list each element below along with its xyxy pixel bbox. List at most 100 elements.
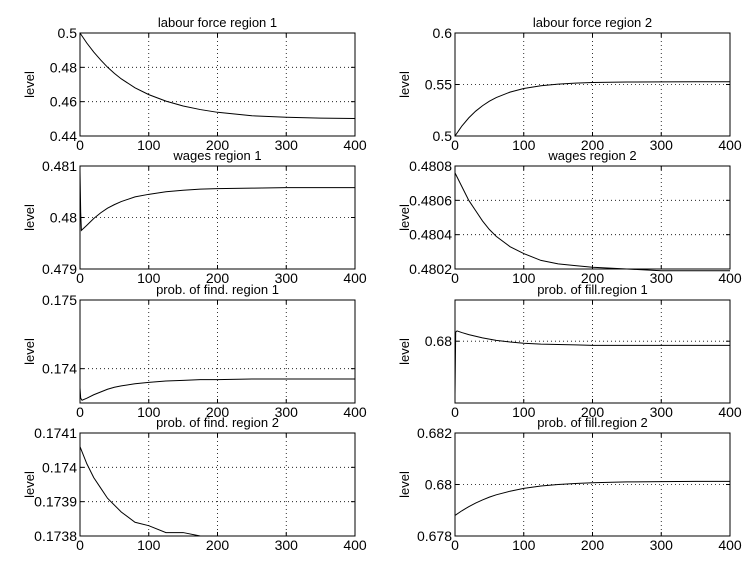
axes-frame bbox=[79, 165, 356, 270]
y-tick-label: 0.48 bbox=[50, 210, 77, 226]
series-line-1 bbox=[454, 172, 730, 272]
series-line-1 bbox=[454, 480, 730, 516]
x-tick-label: 100 bbox=[512, 137, 536, 153]
y-axis-label: level bbox=[22, 471, 37, 498]
x-tick-label: 400 bbox=[718, 404, 742, 420]
x-tick-label: 200 bbox=[206, 404, 230, 420]
subplot-8: 0 100 200 300 400 0.678 0.68 0.682 prob. of fill… bbox=[397, 415, 742, 553]
y-tick-label: 0.48 bbox=[50, 59, 77, 75]
x-tick-label: 0 bbox=[451, 537, 459, 553]
x-tick-label: 100 bbox=[137, 270, 161, 286]
x-tick-label: 200 bbox=[581, 404, 605, 420]
subplot-2: 0 100 200 300 400 0.5 0.55 0.6 labour force regi… bbox=[397, 15, 742, 153]
y-axis-label: level bbox=[397, 71, 412, 98]
x-tick-label: 400 bbox=[343, 537, 367, 553]
subplot-6: 0 100 200 300 400 0.68 prob. of fill.region 1 l… bbox=[397, 282, 742, 420]
x-tick-label: 100 bbox=[137, 137, 161, 153]
x-tick-label: 300 bbox=[275, 270, 299, 286]
subplot-title: prob. of fill.region 1 bbox=[537, 282, 648, 297]
x-tick-label: 100 bbox=[512, 537, 536, 553]
y-tick-label: 0.44 bbox=[50, 128, 77, 144]
axes-frame bbox=[454, 299, 731, 404]
axes-frame bbox=[79, 299, 356, 404]
y-tick-label: 0.1738 bbox=[34, 528, 77, 544]
subplot-title: prob. of find. region 2 bbox=[156, 415, 279, 430]
x-tick-label: 300 bbox=[275, 537, 299, 553]
x-tick-label: 200 bbox=[206, 537, 230, 553]
subplot-title: labour force region 1 bbox=[158, 15, 277, 30]
series-line-1 bbox=[79, 32, 356, 119]
x-tick-label: 0 bbox=[76, 404, 84, 420]
subplot-7: 0 100 200 300 400 0.1738 0.1739 0.174 0.1741 prob… bbox=[22, 415, 367, 553]
y-axis-label: level bbox=[397, 338, 412, 365]
subplot-5: 0 100 200 300 400 0.174 0.175 prob. of find. re… bbox=[22, 282, 367, 420]
subplot-4: 0 100 200 300 400 0.4802 0.4804 0.4806 0.4808 wag… bbox=[397, 148, 742, 286]
x-tick-label: 0 bbox=[451, 137, 459, 153]
x-tick-label: 0 bbox=[76, 270, 84, 286]
x-tick-label: 100 bbox=[137, 537, 161, 553]
x-tick-label: 400 bbox=[718, 137, 742, 153]
axes-frame bbox=[454, 432, 731, 537]
x-tick-label: 300 bbox=[650, 270, 674, 286]
x-tick-label: 0 bbox=[76, 537, 84, 553]
axes-frame bbox=[454, 165, 731, 270]
y-tick-label: 0.5 bbox=[433, 128, 453, 144]
y-tick-label: 0.678 bbox=[417, 528, 452, 544]
y-tick-label: 0.4808 bbox=[409, 158, 452, 174]
y-axis-label: level bbox=[397, 204, 412, 231]
x-tick-label: 200 bbox=[206, 270, 230, 286]
y-tick-label: 0.174 bbox=[42, 361, 77, 377]
x-tick-label: 400 bbox=[718, 537, 742, 553]
y-tick-label: 0.6 bbox=[433, 25, 453, 41]
y-tick-label: 0.1739 bbox=[34, 494, 77, 510]
y-tick-label: 0.175 bbox=[42, 292, 77, 308]
x-tick-label: 300 bbox=[650, 537, 674, 553]
y-axis-label: level bbox=[22, 71, 37, 98]
subplot-3: 0 100 200 300 400 0.479 0.48 0.481 wages region … bbox=[22, 148, 367, 286]
y-tick-label: 0.4806 bbox=[409, 192, 452, 208]
x-tick-label: 400 bbox=[343, 137, 367, 153]
y-tick-label: 0.4804 bbox=[409, 227, 452, 243]
x-tick-label: 200 bbox=[581, 537, 605, 553]
x-tick-label: 0 bbox=[76, 137, 84, 153]
y-tick-label: 0.5 bbox=[58, 25, 78, 41]
subplot-1: 0 100 200 300 400 0.44 0.46 0.48 0.5 labour force… bbox=[22, 15, 367, 153]
y-tick-label: 0.55 bbox=[425, 77, 452, 93]
x-tick-label: 300 bbox=[275, 404, 299, 420]
y-tick-label: 0.479 bbox=[42, 261, 77, 277]
y-tick-label: 0.46 bbox=[50, 94, 77, 110]
subplot-title: wages region 2 bbox=[547, 148, 636, 163]
y-tick-label: 0.4802 bbox=[409, 261, 452, 277]
x-tick-label: 100 bbox=[512, 270, 536, 286]
y-axis-label: level bbox=[22, 338, 37, 365]
x-tick-label: 300 bbox=[275, 137, 299, 153]
y-tick-label: 0.1741 bbox=[34, 425, 77, 441]
subplot-title: prob. of fill.region 2 bbox=[537, 415, 648, 430]
axes-frame bbox=[454, 32, 731, 137]
series-line-1 bbox=[454, 330, 730, 395]
x-tick-label: 400 bbox=[343, 270, 367, 286]
x-tick-label: 100 bbox=[512, 404, 536, 420]
y-axis-label: level bbox=[22, 204, 37, 231]
y-tick-label: 0.174 bbox=[42, 459, 77, 475]
series-line-1 bbox=[79, 378, 355, 401]
y-tick-label: 0.481 bbox=[42, 158, 77, 174]
x-tick-label: 200 bbox=[206, 137, 230, 153]
series-line-1 bbox=[79, 171, 355, 232]
x-tick-label: 300 bbox=[650, 404, 674, 420]
subplot-title: wages region 1 bbox=[172, 148, 261, 163]
series-line-1 bbox=[454, 81, 730, 137]
y-tick-label: 0.68 bbox=[425, 333, 452, 349]
subplot-title: prob. of find. region 1 bbox=[156, 282, 279, 297]
x-tick-label: 200 bbox=[581, 270, 605, 286]
x-tick-label: 100 bbox=[137, 404, 161, 420]
x-tick-label: 400 bbox=[343, 404, 367, 420]
x-tick-label: 0 bbox=[451, 404, 459, 420]
series-line-1 bbox=[79, 446, 355, 537]
x-tick-label: 200 bbox=[581, 137, 605, 153]
y-axis-label: level bbox=[397, 471, 412, 498]
x-tick-label: 0 bbox=[451, 270, 459, 286]
y-tick-label: 0.682 bbox=[417, 425, 452, 441]
axes-frame bbox=[79, 32, 356, 137]
